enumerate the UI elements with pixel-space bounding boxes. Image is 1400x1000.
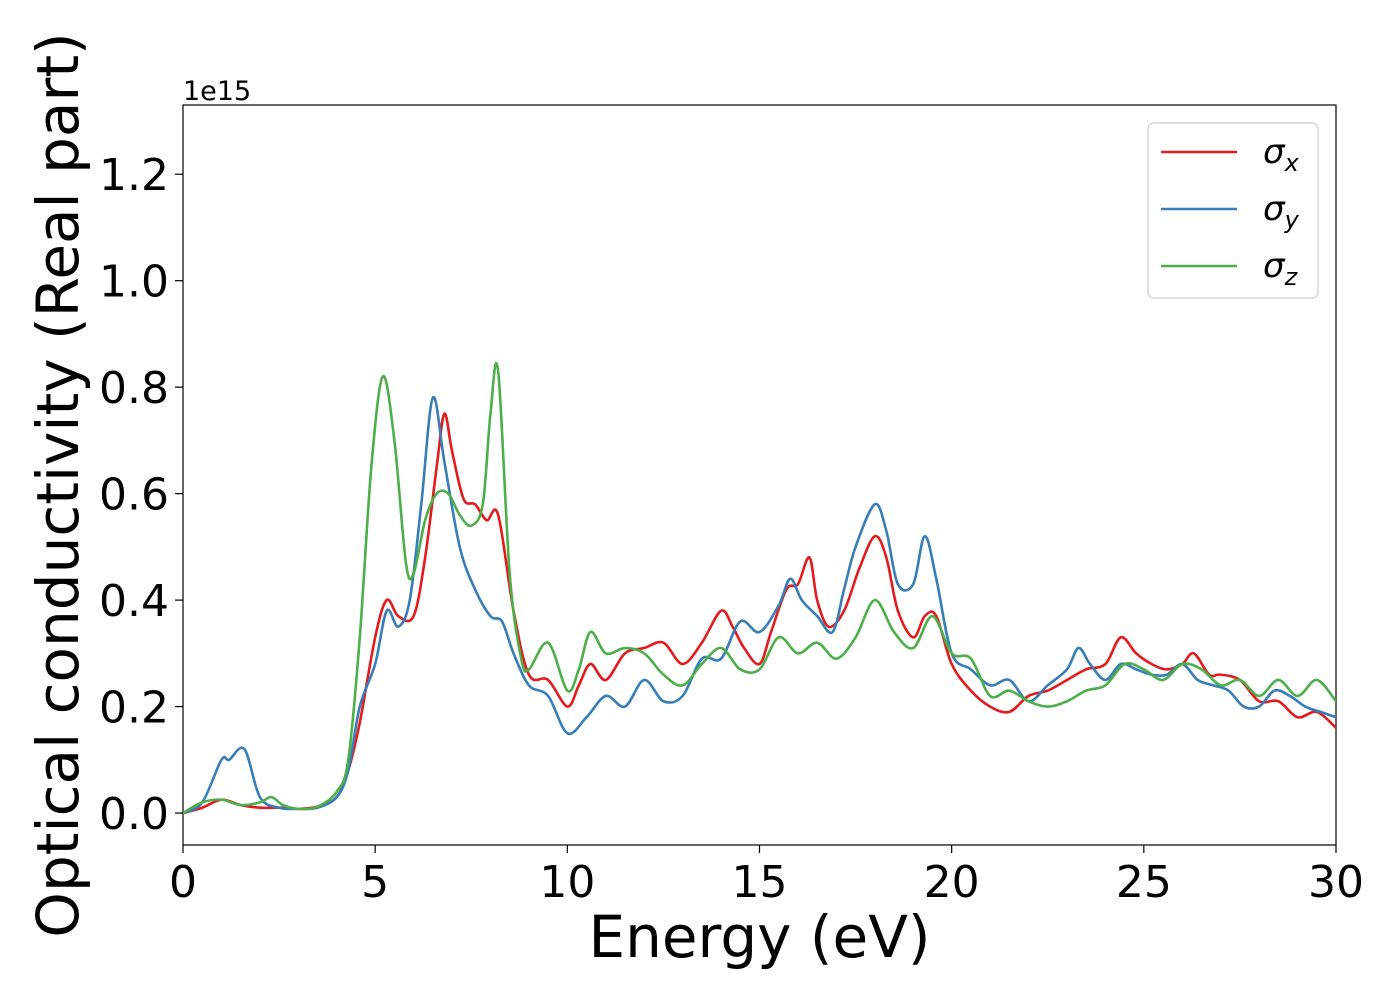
y-tick-label: 1.0 — [99, 257, 169, 308]
legend-symbol: σ — [1263, 246, 1286, 286]
legend-subscript: x — [1284, 149, 1300, 177]
legend-label-y: σy — [1263, 189, 1300, 234]
y-tick-label: 1.2 — [99, 150, 169, 201]
series-line-z — [183, 361, 1336, 815]
x-tick-label: 25 — [1116, 857, 1172, 908]
plot-area — [182, 104, 1337, 846]
legend-box — [1147, 122, 1319, 299]
x-axis-ticks: 0 5 10 15 20 25 30 — [169, 845, 1364, 908]
y-tick-label: 0.2 — [99, 683, 169, 734]
x-tick-label: 0 — [169, 857, 197, 908]
legend-label-z: σz — [1263, 246, 1299, 291]
y-tick-label: 0.8 — [99, 363, 169, 414]
y-tick-label: 0.0 — [99, 789, 169, 840]
series-line-y — [183, 396, 1336, 815]
legend-subscript: z — [1284, 263, 1299, 291]
y-axis-title: Optical conductivity (Real part) — [24, 32, 92, 937]
y-tick-label: 0.4 — [99, 576, 169, 627]
legend-subscript: y — [1284, 206, 1300, 234]
x-tick-label: 10 — [539, 857, 595, 908]
legend-symbol: σ — [1263, 132, 1286, 172]
series-line-x — [183, 412, 1336, 815]
x-tick-label: 30 — [1308, 857, 1364, 908]
x-tick-label: 15 — [732, 857, 788, 908]
legend-label-x: σx — [1263, 132, 1300, 177]
series-layer — [183, 361, 1336, 815]
plot-frame — [182, 104, 1337, 846]
x-axis-title: Energy (eV) — [588, 903, 930, 971]
x-tick-label: 20 — [924, 857, 980, 908]
x-tick-label: 5 — [361, 857, 389, 908]
y-tick-label: 0.6 — [99, 470, 169, 521]
legend-symbol: σ — [1263, 189, 1286, 229]
y-offset-label: 1e15 — [183, 76, 251, 107]
y-axis-ticks: 0.0 0.2 0.4 0.6 0.8 1.0 1.2 — [99, 150, 183, 840]
